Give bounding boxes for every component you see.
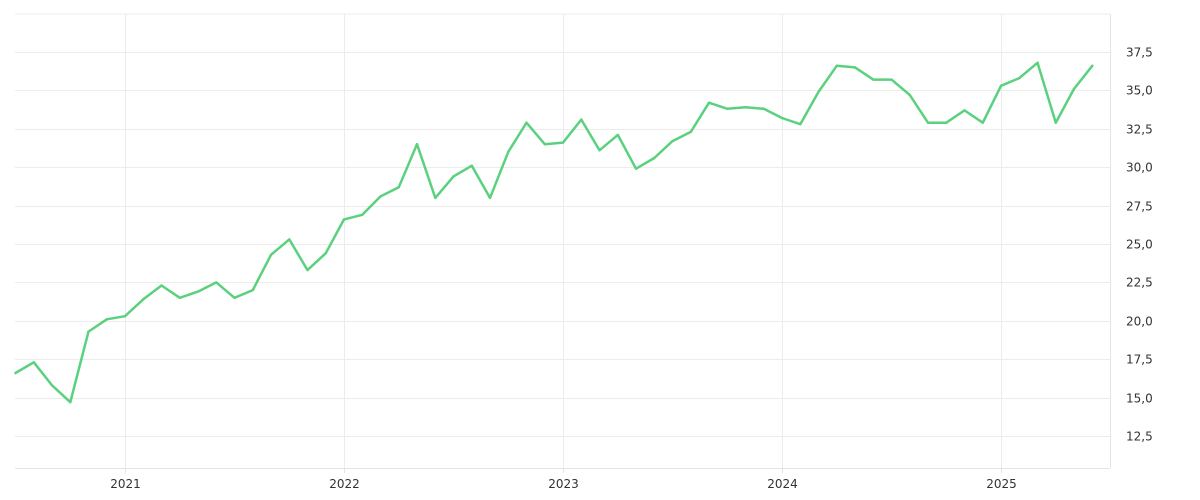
data-point (452, 175, 455, 178)
data-point (744, 106, 747, 109)
data-point (1036, 61, 1039, 64)
data-point (142, 298, 145, 301)
gridlines (15, 13, 1110, 468)
data-point (580, 118, 583, 121)
data-point (123, 315, 127, 318)
data-point (671, 139, 674, 143)
data-point (689, 130, 692, 134)
data-point (87, 330, 90, 333)
data-point (324, 252, 327, 255)
data-point (872, 78, 875, 81)
data-point (543, 143, 546, 146)
data-point (178, 296, 181, 299)
data-point (306, 268, 309, 272)
data-point (945, 121, 948, 124)
tick-labels: 12,5 15,0 17,5 20,0 22,5 25,0 27,5 30,0 32,5 35,0… (110, 46, 1152, 492)
data-point (726, 107, 729, 111)
x-tick-label: 2024 (767, 477, 798, 491)
data-point (598, 149, 601, 152)
data-point (69, 401, 72, 404)
data-point (981, 121, 984, 124)
data-point (196, 290, 200, 293)
data-point (890, 78, 893, 81)
series-layer (14, 61, 1094, 404)
x-tick-label: 2022 (329, 477, 360, 491)
data-point (379, 195, 382, 198)
y-tick-label: 17,5 (1126, 353, 1153, 367)
y-tick-label: 12,5 (1126, 430, 1153, 444)
data-point (361, 213, 364, 216)
data-point (707, 101, 711, 104)
y-tick-label: 27,5 (1126, 200, 1153, 214)
data-point (1054, 121, 1058, 124)
data-point (105, 318, 109, 321)
axes (15, 14, 1111, 473)
data-point (14, 371, 17, 375)
data-point (817, 90, 820, 94)
x-tick-label: 2021 (110, 477, 141, 491)
y-tick-label: 25,0 (1126, 238, 1153, 252)
data-point (160, 284, 163, 287)
data-point (397, 186, 400, 189)
data-point (215, 281, 218, 284)
data-point (853, 66, 857, 69)
y-tick-label: 30,0 (1126, 161, 1153, 175)
data-point (762, 107, 765, 111)
data-point (525, 121, 528, 124)
data-point (926, 121, 930, 124)
x-tick-label: 2023 (548, 477, 579, 491)
data-point (1091, 64, 1094, 68)
data-point (488, 196, 492, 200)
data-point (269, 253, 273, 256)
y-tick-label: 15,0 (1126, 392, 1153, 406)
data-point (561, 141, 565, 144)
data-point (908, 93, 911, 97)
series-line (14, 61, 1094, 404)
data-point (835, 64, 838, 68)
y-tick-label: 22,5 (1126, 276, 1153, 290)
data-point (780, 116, 784, 120)
data-point (233, 296, 236, 299)
y-tick-label: 32,5 (1126, 123, 1153, 137)
data-point (616, 133, 619, 137)
y-tick-label: 37,5 (1126, 46, 1153, 60)
data-point (1018, 76, 1021, 80)
data-point (342, 218, 346, 221)
data-point (634, 167, 638, 170)
data-point (653, 156, 656, 160)
data-point (470, 164, 473, 167)
data-point (507, 150, 510, 153)
data-point (50, 384, 54, 387)
data-point (415, 143, 419, 146)
data-point (963, 109, 966, 112)
y-tick-label: 20,0 (1126, 315, 1153, 329)
data-point (799, 123, 802, 126)
data-point (288, 238, 291, 241)
data-point (1072, 87, 1076, 91)
x-tick-label: 2025 (986, 477, 1017, 491)
y-tick-label: 35,0 (1126, 84, 1153, 98)
data-point (434, 196, 437, 200)
data-point (999, 84, 1003, 88)
data-point (251, 288, 254, 292)
data-point (32, 361, 35, 364)
